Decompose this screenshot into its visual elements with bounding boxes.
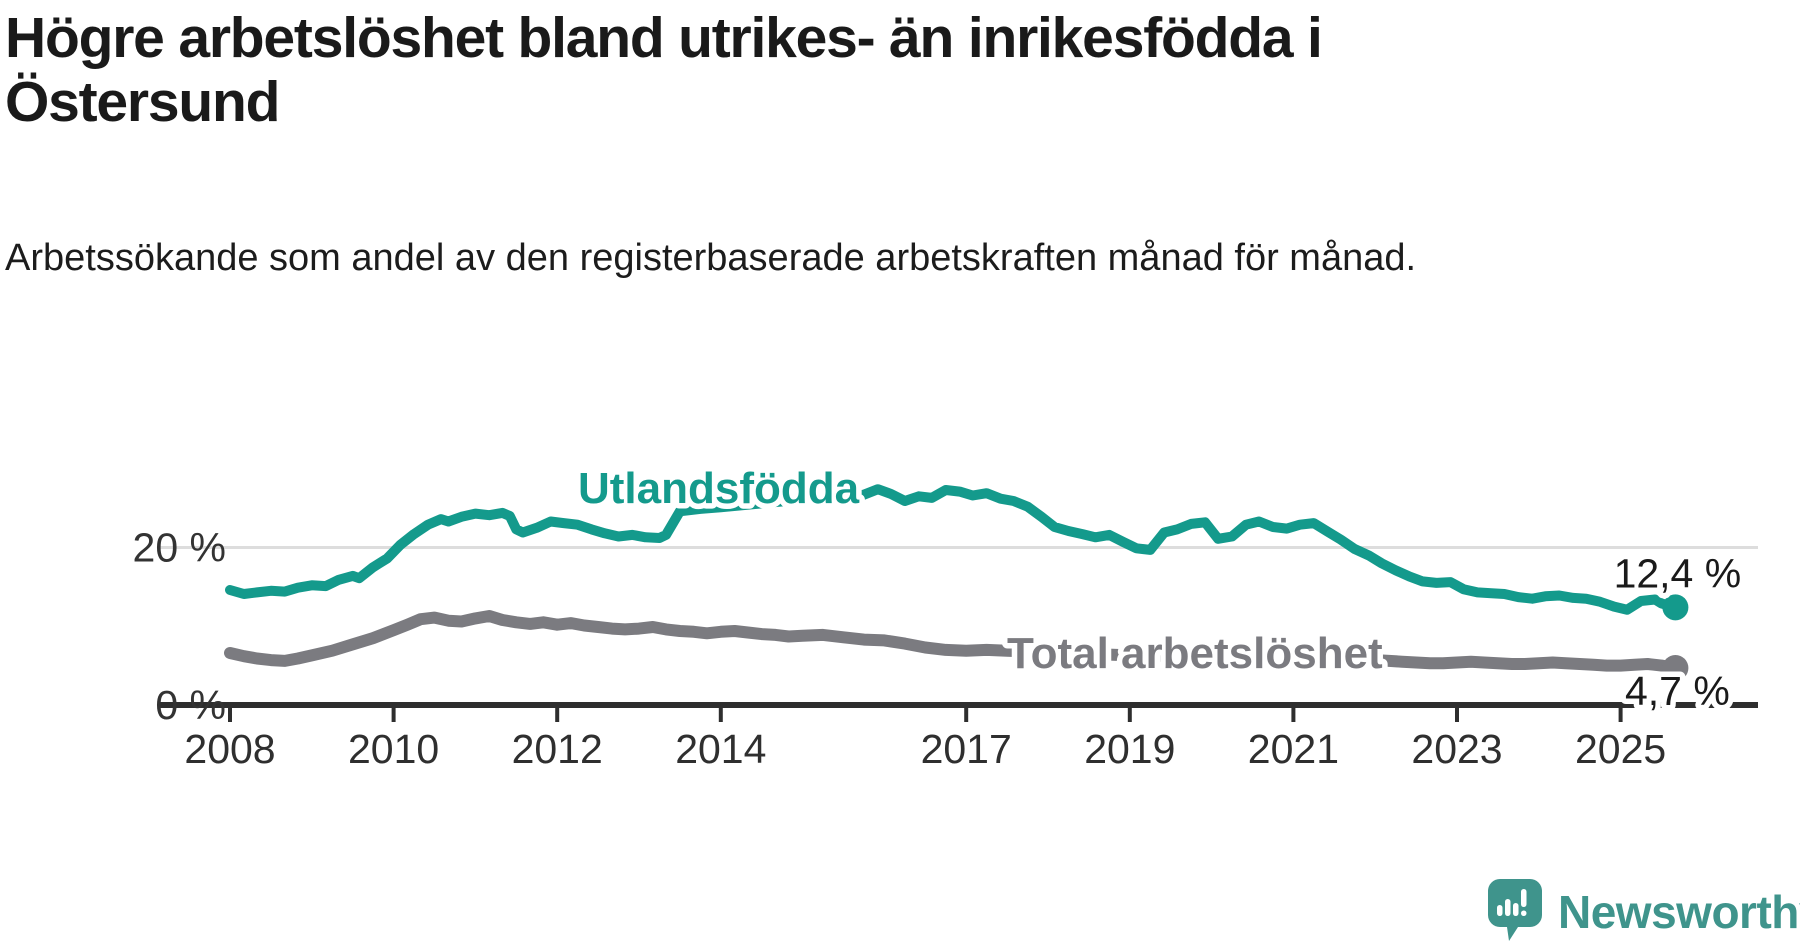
series-label-total: Total arbetslöshet	[1007, 629, 1383, 678]
series-line-total	[224, 610, 1682, 674]
x-tick-label-2012: 2012	[512, 726, 603, 772]
x-tick-label-2021: 2021	[1248, 726, 1339, 772]
series-end-dot-total	[1662, 654, 1689, 681]
series-label-utlandsfodda: Utlandsfödda	[578, 464, 860, 513]
end-value-label-utlandsfodda: 12,4 %	[1614, 550, 1742, 596]
end-value-label-total: 4,7 %	[1625, 668, 1730, 714]
newsworthy-brand: Newsworthy	[1488, 878, 1800, 946]
x-tick-label-2025: 2025	[1575, 726, 1666, 772]
series-line-utlandsfodda	[225, 484, 1681, 615]
y-tick-label-20: 20 %	[133, 525, 226, 571]
chart-subtitle: Arbetssökande som andel av den registerb…	[5, 237, 1417, 279]
chart-title: Högre arbetslöshet bland utrikes- än inr…	[5, 6, 1323, 135]
newsworthy-wordmark: Newsworthy	[1558, 886, 1800, 938]
x-tick-label-2014: 2014	[675, 726, 766, 772]
x-tick-label-2008: 2008	[184, 726, 275, 772]
x-tick-label-2010: 2010	[348, 726, 439, 772]
x-tick-label-2017: 2017	[921, 726, 1012, 772]
x-tick-label-2019: 2019	[1084, 726, 1175, 772]
y-tick-label-0: 0 %	[155, 682, 226, 728]
series-end-dot-utlandsfodda	[1662, 594, 1689, 621]
x-tick-label-2023: 2023	[1411, 726, 1502, 772]
newsworthy-logo-icon	[1488, 878, 1542, 946]
